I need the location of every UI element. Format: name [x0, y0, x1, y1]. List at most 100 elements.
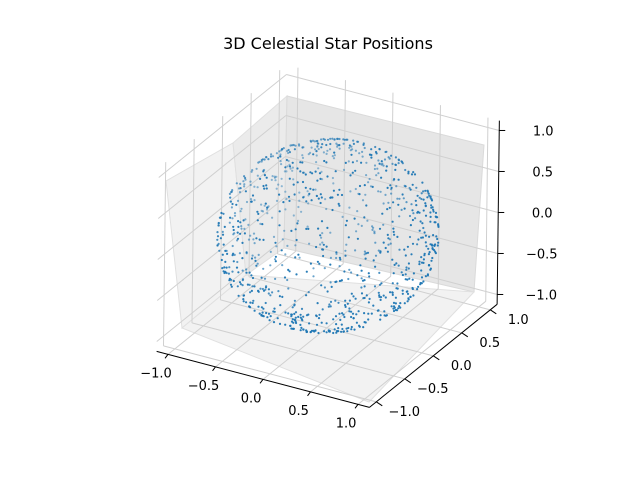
- grid-line-floor-y: [277, 253, 491, 311]
- star-point: [308, 322, 311, 325]
- star-point: [251, 301, 254, 305]
- star-point: [418, 263, 421, 266]
- star-point: [265, 311, 268, 315]
- star-point: [372, 259, 375, 262]
- star-point: [412, 212, 415, 215]
- star-point: [312, 329, 315, 332]
- star-point: [218, 249, 221, 252]
- star-point: [294, 144, 297, 147]
- star-point: [253, 242, 256, 245]
- star-point: [341, 215, 344, 218]
- star-point: [233, 232, 236, 235]
- star-point: [428, 194, 431, 197]
- star-point: [267, 288, 270, 291]
- star-point: [379, 318, 382, 321]
- star-point: [233, 253, 236, 256]
- star-point: [314, 170, 317, 173]
- star-point: [269, 250, 272, 253]
- star-point: [315, 154, 318, 157]
- star-point: [427, 264, 431, 267]
- star-point: [377, 291, 380, 294]
- star-point: [253, 285, 256, 288]
- star-point: [363, 184, 366, 187]
- star-point: [338, 137, 341, 141]
- star-point: [428, 235, 431, 238]
- star-point: [271, 155, 275, 158]
- star-point: [421, 236, 424, 239]
- star-point: [392, 307, 395, 310]
- star-point: [298, 256, 301, 259]
- star-point: [344, 254, 347, 257]
- star-point: [348, 299, 351, 302]
- grid-line-back-z: [437, 105, 441, 289]
- star-point: [364, 193, 367, 196]
- star-point: [328, 303, 331, 306]
- star-point: [279, 155, 282, 158]
- star-point: [232, 260, 235, 263]
- star-point: [250, 274, 253, 277]
- star-point: [350, 310, 353, 313]
- star-point: [313, 140, 316, 143]
- star-point: [266, 316, 269, 319]
- star-point: [396, 235, 399, 238]
- star-point: [378, 227, 382, 230]
- star-point: [294, 244, 297, 247]
- star-point: [350, 315, 353, 319]
- star-point: [386, 208, 389, 211]
- star-point: [396, 197, 399, 200]
- star-point: [420, 276, 424, 279]
- star-point: [250, 170, 253, 173]
- star-point: [392, 201, 395, 204]
- star-point: [342, 168, 346, 171]
- star-point: [357, 192, 360, 195]
- star-point: [302, 328, 305, 331]
- star-point: [391, 220, 394, 223]
- star-point: [397, 162, 400, 165]
- star-point: [374, 265, 377, 268]
- star-point: [435, 235, 438, 238]
- star-point: [257, 289, 260, 292]
- star-point: [374, 145, 377, 149]
- star-point: [289, 167, 292, 170]
- star-point: [217, 224, 220, 227]
- star-point: [401, 292, 404, 295]
- star-point: [279, 153, 282, 156]
- star-point: [237, 225, 240, 228]
- star-point: [278, 210, 281, 213]
- star-point: [406, 245, 409, 248]
- star-point: [265, 176, 268, 179]
- star-point: [360, 286, 363, 289]
- star-point: [287, 287, 290, 290]
- y-tick-label: −1.0: [388, 405, 420, 420]
- star-point: [228, 221, 231, 224]
- star-point: [226, 252, 229, 255]
- star-point: [299, 313, 302, 316]
- z-tick-label: −1.0: [525, 288, 557, 303]
- star-point: [267, 205, 270, 208]
- star-point: [300, 210, 303, 213]
- star-point: [322, 243, 325, 246]
- star-point: [321, 178, 324, 181]
- star-point: [391, 162, 394, 165]
- star-point: [410, 203, 413, 206]
- star-point: [417, 238, 420, 241]
- star-point: [300, 326, 303, 329]
- star-point: [243, 175, 246, 178]
- star-point: [322, 151, 325, 154]
- star-point: [350, 292, 353, 295]
- star-point: [230, 285, 233, 288]
- star-point: [263, 173, 266, 176]
- star-point: [233, 214, 237, 217]
- star-point: [286, 165, 289, 168]
- star-point: [274, 260, 277, 263]
- star-point: [239, 283, 242, 286]
- star-point: [243, 232, 246, 235]
- star-point: [361, 155, 364, 158]
- star-point: [436, 244, 439, 247]
- star-point: [405, 201, 408, 204]
- star-point: [334, 299, 337, 302]
- star-point: [267, 292, 270, 295]
- star-point: [384, 296, 387, 299]
- star-point: [394, 156, 397, 159]
